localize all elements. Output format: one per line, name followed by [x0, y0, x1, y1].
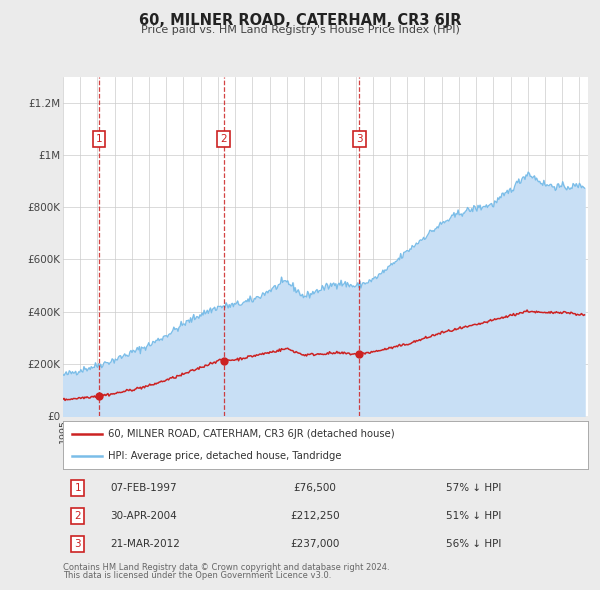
Text: This data is licensed under the Open Government Licence v3.0.: This data is licensed under the Open Gov…: [63, 571, 331, 580]
Text: 30-APR-2004: 30-APR-2004: [110, 511, 177, 520]
Text: 21-MAR-2012: 21-MAR-2012: [110, 539, 180, 549]
Text: Price paid vs. HM Land Registry's House Price Index (HPI): Price paid vs. HM Land Registry's House …: [140, 25, 460, 35]
Text: 3: 3: [74, 539, 81, 549]
Text: 56% ↓ HPI: 56% ↓ HPI: [446, 539, 502, 549]
Text: 07-FEB-1997: 07-FEB-1997: [110, 483, 177, 493]
Text: £76,500: £76,500: [293, 483, 337, 493]
Text: £212,250: £212,250: [290, 511, 340, 520]
Text: 2: 2: [220, 135, 227, 145]
Text: 2: 2: [74, 511, 81, 520]
Text: 51% ↓ HPI: 51% ↓ HPI: [446, 511, 502, 520]
Text: 1: 1: [96, 135, 103, 145]
Text: 60, MILNER ROAD, CATERHAM, CR3 6JR: 60, MILNER ROAD, CATERHAM, CR3 6JR: [139, 13, 461, 28]
Text: 57% ↓ HPI: 57% ↓ HPI: [446, 483, 502, 493]
Text: £237,000: £237,000: [290, 539, 340, 549]
Text: 3: 3: [356, 135, 363, 145]
Text: Contains HM Land Registry data © Crown copyright and database right 2024.: Contains HM Land Registry data © Crown c…: [63, 563, 389, 572]
Text: HPI: Average price, detached house, Tandridge: HPI: Average price, detached house, Tand…: [107, 451, 341, 461]
Text: 1: 1: [74, 483, 81, 493]
Text: 60, MILNER ROAD, CATERHAM, CR3 6JR (detached house): 60, MILNER ROAD, CATERHAM, CR3 6JR (deta…: [107, 429, 394, 439]
